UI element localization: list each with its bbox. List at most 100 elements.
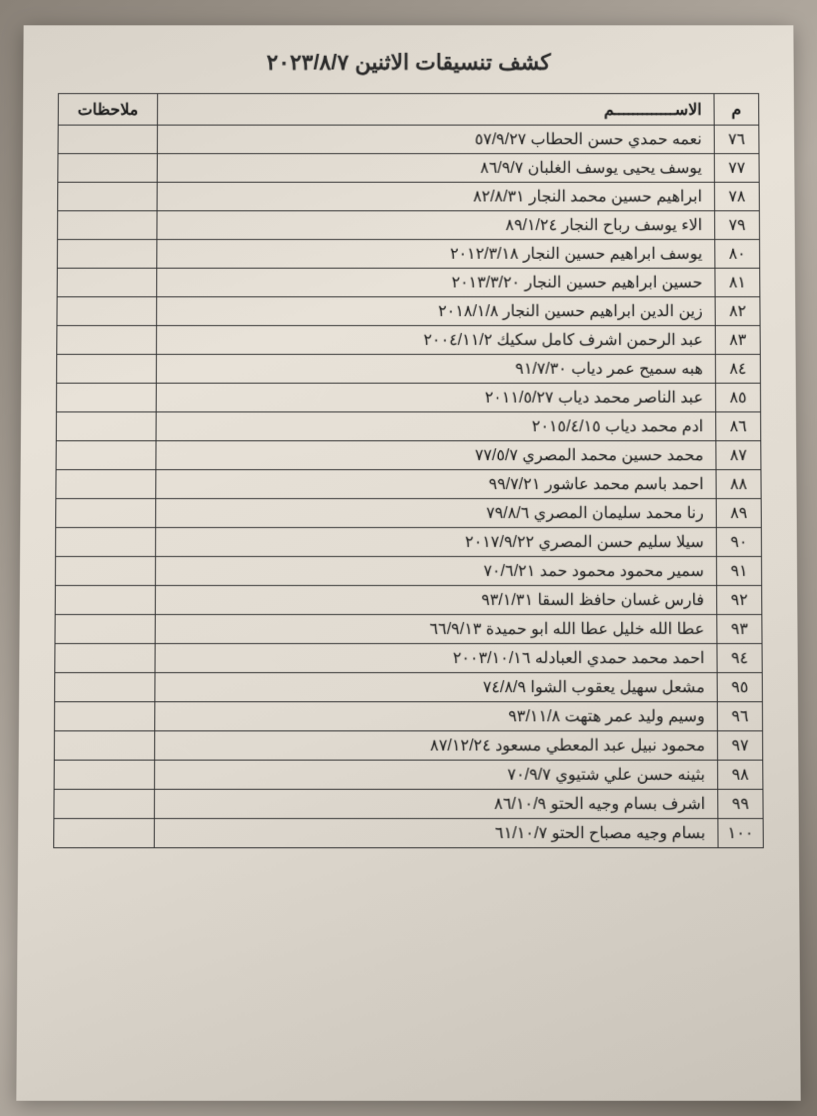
table-row: ٩٦وسيم وليد عمر هتهت ٩٣/١١/٨ xyxy=(54,702,762,731)
table-row: ٩٠سيلا سليم حسن المصري ٢٠١٧/٩/٢٢ xyxy=(56,528,762,557)
cell-num: ٩٣ xyxy=(717,615,762,644)
table-row: ٩٢فارس غسان حافظ السقا ٩٣/١/٣١ xyxy=(55,585,762,614)
cell-num: ٨٢ xyxy=(715,297,760,326)
cell-notes xyxy=(55,557,155,586)
cell-name: بسام وجيه مصباح الحتو ٦١/١٠/٧ xyxy=(154,819,718,848)
cell-notes xyxy=(56,412,156,441)
cell-notes xyxy=(57,239,157,268)
cell-name: اشرف بسام وجيه الحتو ٨٦/١٠/٩ xyxy=(154,789,718,818)
cell-name: يوسف ابراهيم حسين النجار ٢٠١٢/٣/١٨ xyxy=(157,239,715,268)
cell-notes xyxy=(57,211,157,240)
cell-notes xyxy=(58,182,158,211)
table-row: ٨٦ادم محمد دياب ٢٠١٥/٤/١٥ xyxy=(56,412,761,441)
cell-notes xyxy=(54,731,154,760)
cell-num: ٨٠ xyxy=(715,239,760,268)
cell-notes xyxy=(58,154,157,183)
cell-name: فارس غسان حافظ السقا ٩٣/١/٣١ xyxy=(155,585,717,614)
cell-num: ١٠٠ xyxy=(718,819,763,848)
table-row: ٨١حسين ابراهيم حسين النجار ٢٠١٣/٣/٢٠ xyxy=(57,268,760,297)
cell-name: عطا الله خليل عطا الله ابو حميدة ٦٦/٩/١٣ xyxy=(155,615,717,644)
table-row: ٧٨ابراهيم حسين محمد النجار ٨٢/٨/٣١ xyxy=(58,182,760,211)
cell-num: ٨٥ xyxy=(716,383,761,412)
cell-num: ٩٨ xyxy=(718,760,763,789)
cell-num: ٨١ xyxy=(715,268,760,297)
cell-num: ٩٤ xyxy=(717,644,762,673)
cell-notes xyxy=(56,383,156,412)
cell-num: ٧٨ xyxy=(714,182,759,211)
table-row: ٩٤احمد محمد حمدي العبادله ٢٠٠٣/١٠/١٦ xyxy=(55,644,762,673)
col-header-notes: ملاحظات xyxy=(58,94,157,125)
cell-notes xyxy=(56,528,156,557)
col-header-name: الاســـــــــــــم xyxy=(157,94,714,125)
table-row: ٨٨احمد باسم محمد عاشور ٩٩/٧/٢١ xyxy=(56,470,761,499)
table-row: ٩٣عطا الله خليل عطا الله ابو حميدة ٦٦/٩/… xyxy=(55,615,762,644)
cell-notes xyxy=(57,354,157,383)
cell-notes xyxy=(56,499,156,528)
cell-name: زين الدين ابراهيم حسين النجار ٢٠١٨/١/٨ xyxy=(157,297,716,326)
cell-name: ابراهيم حسين محمد النجار ٨٢/٨/٣١ xyxy=(157,182,715,211)
document-paper: كشف تنسيقات الاثنين ٢٠٢٣/٨/٧ م الاســـــ… xyxy=(16,25,800,1100)
table-row: ٩١سمير محمود محمود حمد ٧٠/٦/٢١ xyxy=(55,557,761,586)
cell-num: ٨٧ xyxy=(716,441,761,470)
cell-name: عبد الناصر محمد دياب ٢٠١١/٥/٢٧ xyxy=(156,383,716,412)
cell-notes xyxy=(57,268,157,297)
cell-num: ٨٩ xyxy=(716,499,761,528)
cell-name: سيلا سليم حسن المصري ٢٠١٧/٩/٢٢ xyxy=(156,528,717,557)
table-row: ٨٤هبه سميح عمر دياب ٩١/٧/٣٠ xyxy=(57,354,761,383)
cell-notes xyxy=(54,702,154,731)
cell-name: سمير محمود محمود حمد ٧٠/٦/٢١ xyxy=(155,557,716,586)
cell-name: محمود نبيل عبد المعطي مسعود ٨٧/١٢/٢٤ xyxy=(155,731,718,760)
cell-notes xyxy=(58,125,157,154)
cell-num: ٩٩ xyxy=(718,789,763,818)
cell-notes xyxy=(54,760,155,789)
table-row: ٩٥مشعل سهيل يعقوب الشوا ٧٤/٨/٩ xyxy=(55,673,763,702)
table-row: ٨٢زين الدين ابراهيم حسين النجار ٢٠١٨/١/٨ xyxy=(57,297,760,326)
cell-num: ٨٣ xyxy=(715,326,760,355)
page-title: كشف تنسيقات الاثنين ٢٠٢٣/٨/٧ xyxy=(58,50,759,76)
cell-name: ادم محمد دياب ٢٠١٥/٤/١٥ xyxy=(156,412,716,441)
cell-name: وسيم وليد عمر هتهت ٩٣/١١/٨ xyxy=(155,702,718,731)
cell-notes xyxy=(56,441,156,470)
cell-notes xyxy=(56,470,156,499)
col-header-num: م xyxy=(714,94,759,125)
table-row: ٧٧يوسف يحيى يوسف الغلبان ٨٦/٩/٧ xyxy=(58,154,759,183)
cell-name: هبه سميح عمر دياب ٩١/٧/٣٠ xyxy=(156,354,715,383)
cell-notes xyxy=(54,789,155,818)
cell-num: ٨٨ xyxy=(716,470,761,499)
names-table: م الاســـــــــــــم ملاحظات ٧٦نعمه حمدي… xyxy=(53,93,764,848)
cell-num: ٩٦ xyxy=(717,702,762,731)
table-row: ٨٧محمد حسين محمد المصري ٧٧/٥/٧ xyxy=(56,441,761,470)
cell-num: ٩٢ xyxy=(717,585,762,614)
cell-num: ٩٧ xyxy=(717,731,762,760)
cell-num: ٩٥ xyxy=(717,673,762,702)
cell-notes xyxy=(55,615,155,644)
cell-num: ٩١ xyxy=(716,557,761,586)
cell-name: نعمه حمدي حسن الحطاب ٥٧/٩/٢٧ xyxy=(157,125,714,154)
cell-notes xyxy=(55,673,155,702)
cell-name: مشعل سهيل يعقوب الشوا ٧٤/٨/٩ xyxy=(155,673,717,702)
cell-notes xyxy=(57,326,157,355)
cell-notes xyxy=(55,585,155,614)
table-row: ٩٩اشرف بسام وجيه الحتو ٨٦/١٠/٩ xyxy=(54,789,763,818)
cell-name: حسين ابراهيم حسين النجار ٢٠١٣/٣/٢٠ xyxy=(157,268,715,297)
cell-num: ٨٦ xyxy=(716,412,761,441)
cell-name: احمد محمد حمدي العبادله ٢٠٠٣/١٠/١٦ xyxy=(155,644,717,673)
cell-notes xyxy=(57,297,157,326)
cell-name: عبد الرحمن اشرف كامل سكيك ٢٠٠٤/١١/٢ xyxy=(156,326,715,355)
table-row: ٧٦نعمه حمدي حسن الحطاب ٥٧/٩/٢٧ xyxy=(58,125,759,154)
table-row: ٩٧محمود نبيل عبد المعطي مسعود ٨٧/١٢/٢٤ xyxy=(54,731,762,760)
cell-num: ٧٦ xyxy=(714,125,759,154)
cell-name: محمد حسين محمد المصري ٧٧/٥/٧ xyxy=(156,441,716,470)
table-row: ٩٨بثينه حسن علي شتيوي ٧٠/٩/٧ xyxy=(54,760,763,789)
cell-num: ٨٤ xyxy=(715,354,760,383)
cell-num: ٧٧ xyxy=(714,154,759,183)
table-header-row: م الاســـــــــــــم ملاحظات xyxy=(58,94,759,125)
table-row: ٧٩الاء يوسف رباح النجار ٨٩/١/٢٤ xyxy=(57,211,759,240)
table-row: ٨٩رنا محمد سليمان المصري ٧٩/٨/٦ xyxy=(56,499,762,528)
cell-num: ٩٠ xyxy=(716,528,761,557)
cell-name: رنا محمد سليمان المصري ٧٩/٨/٦ xyxy=(156,499,717,528)
cell-name: الاء يوسف رباح النجار ٨٩/١/٢٤ xyxy=(157,211,715,240)
cell-name: يوسف يحيى يوسف الغلبان ٨٦/٩/٧ xyxy=(157,154,714,183)
table-row: ٨٠يوسف ابراهيم حسين النجار ٢٠١٢/٣/١٨ xyxy=(57,239,759,268)
cell-notes xyxy=(54,819,155,848)
